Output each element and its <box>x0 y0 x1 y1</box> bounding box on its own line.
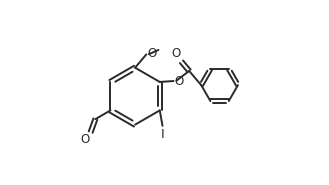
Text: O: O <box>80 133 89 146</box>
Text: O: O <box>174 75 184 88</box>
Text: O: O <box>147 48 156 60</box>
Text: I: I <box>161 128 164 141</box>
Text: O: O <box>171 48 181 60</box>
